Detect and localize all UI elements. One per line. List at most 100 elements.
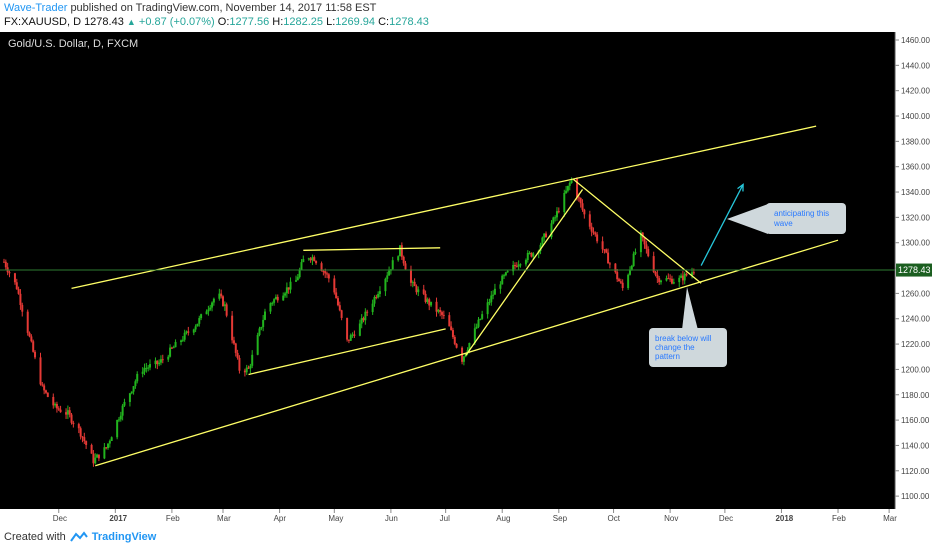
candle-body bbox=[194, 326, 197, 330]
high-value: 1282.25 bbox=[283, 16, 324, 28]
price-tick-label: 1200.00 bbox=[901, 365, 930, 374]
candle-body bbox=[512, 264, 515, 272]
candle-body bbox=[105, 447, 108, 449]
candle-body bbox=[619, 281, 622, 283]
candle-body bbox=[108, 441, 111, 444]
candle-body bbox=[645, 244, 648, 249]
candle-body bbox=[545, 233, 548, 238]
candle-body bbox=[400, 245, 403, 257]
annotation-anticipating[interactable]: anticipating this wave bbox=[727, 203, 846, 234]
candle-body bbox=[207, 309, 210, 312]
candle-body bbox=[220, 293, 223, 297]
candle-body bbox=[180, 340, 183, 342]
trendline[interactable] bbox=[303, 247, 441, 251]
candle-body bbox=[103, 447, 106, 459]
candle-body bbox=[391, 260, 394, 270]
candle-body bbox=[680, 275, 683, 278]
time-tick-label: Mar bbox=[883, 514, 897, 523]
trendlines-layer[interactable] bbox=[71, 125, 839, 467]
candle-body bbox=[327, 274, 330, 279]
candle-body bbox=[161, 359, 164, 361]
time-tick-label: Sep bbox=[553, 514, 568, 523]
candle-body bbox=[517, 264, 520, 267]
candle-body bbox=[92, 453, 95, 464]
projection-arrow[interactable] bbox=[700, 184, 744, 266]
time-tick-label: Mar bbox=[217, 514, 231, 523]
candle-body bbox=[409, 269, 412, 283]
candle-body bbox=[251, 354, 254, 366]
candle-body bbox=[526, 252, 529, 261]
chart-title: Gold/U.S. Dollar, D, FXCM bbox=[8, 38, 138, 50]
high-label: H: bbox=[272, 16, 284, 28]
candle-body bbox=[17, 289, 20, 294]
candle-body bbox=[209, 307, 212, 310]
candle-body bbox=[285, 287, 288, 294]
annotation-break-below[interactable]: break below will change the pattern bbox=[649, 287, 727, 367]
published-text: published on TradingView.com, November 1… bbox=[70, 2, 377, 14]
candle-body bbox=[247, 367, 250, 369]
candle-body bbox=[249, 365, 252, 369]
candle-body bbox=[399, 245, 402, 257]
price-tick-label: 1400.00 bbox=[901, 112, 930, 121]
candle-body bbox=[681, 275, 684, 281]
author-link[interactable]: Wave-Trader bbox=[4, 2, 68, 14]
candle-body bbox=[435, 301, 438, 312]
candle-body bbox=[65, 412, 68, 415]
trendline[interactable] bbox=[572, 178, 702, 284]
tradingview-brand[interactable]: TradingView bbox=[91, 531, 157, 543]
candle-body bbox=[154, 360, 157, 365]
trendline[interactable] bbox=[95, 239, 839, 467]
candle-body bbox=[504, 272, 507, 276]
candle-body bbox=[364, 311, 367, 321]
last-price-box bbox=[896, 263, 932, 277]
candle-body bbox=[667, 278, 670, 280]
chart-area[interactable]: Gold/U.S. Dollar, D, FXCM 1460.00 1440.00… bbox=[0, 32, 932, 540]
candle-body bbox=[55, 403, 58, 409]
candle-body bbox=[415, 286, 418, 293]
candle-body bbox=[132, 386, 135, 392]
candle-body bbox=[271, 302, 274, 304]
candle-body bbox=[97, 454, 100, 459]
candle-body bbox=[596, 234, 599, 242]
callout-text-line-2: change the bbox=[655, 343, 695, 352]
candle-body bbox=[263, 311, 266, 320]
candle-body bbox=[149, 364, 151, 368]
trendline[interactable] bbox=[248, 328, 446, 376]
close-label: C: bbox=[378, 16, 390, 28]
candle-body bbox=[169, 347, 172, 357]
candle-body bbox=[43, 385, 46, 391]
price-tick-label: 1440.00 bbox=[901, 61, 930, 70]
candle-body bbox=[643, 237, 646, 245]
candle-body bbox=[503, 275, 506, 277]
time-axis-panel bbox=[0, 509, 932, 540]
candle-body bbox=[134, 381, 137, 387]
candle-body bbox=[566, 185, 569, 191]
time-tick-label: 2018 bbox=[775, 514, 793, 523]
low-value: 1269.94 bbox=[335, 16, 376, 28]
open-value: 1277.56 bbox=[229, 16, 270, 28]
candle-body bbox=[453, 336, 456, 344]
candle-body bbox=[437, 310, 440, 312]
candle-body bbox=[218, 293, 221, 299]
candle-body bbox=[557, 211, 560, 213]
candle-body bbox=[501, 275, 504, 285]
candle-body bbox=[77, 424, 80, 429]
candle-body bbox=[119, 415, 122, 420]
candle-body bbox=[439, 310, 442, 313]
candle-body bbox=[422, 289, 425, 294]
price-tick-label: 1420.00 bbox=[901, 87, 930, 96]
candle-body bbox=[41, 384, 44, 386]
trendline[interactable] bbox=[465, 189, 584, 356]
trendline[interactable] bbox=[71, 125, 817, 289]
candle-body bbox=[273, 299, 276, 303]
candle-body bbox=[417, 289, 420, 293]
candle-body bbox=[52, 396, 55, 406]
candle-body bbox=[287, 287, 290, 290]
candle-body bbox=[515, 265, 518, 267]
candle-body bbox=[532, 253, 535, 257]
candle-body bbox=[550, 223, 553, 238]
price-chart[interactable]: Gold/U.S. Dollar, D, FXCM 1460.00 1440.00… bbox=[0, 32, 932, 540]
candle-body bbox=[691, 272, 694, 276]
candle-body bbox=[492, 294, 495, 296]
price-tick-label: 1120.00 bbox=[901, 467, 930, 476]
